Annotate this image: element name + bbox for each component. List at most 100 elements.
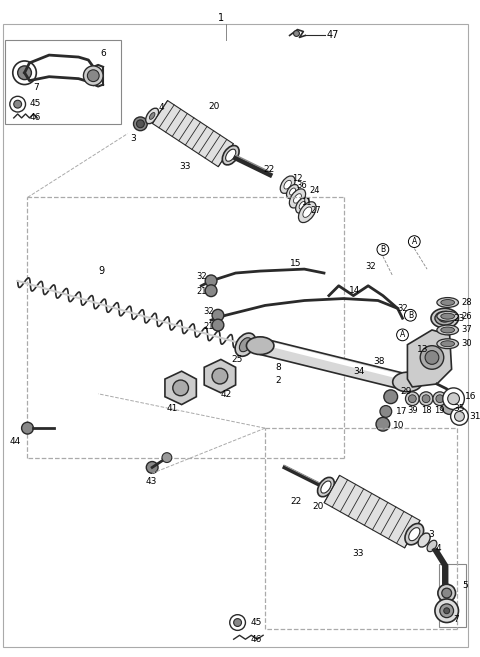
Text: 21: 21: [203, 321, 214, 330]
Text: 41: 41: [167, 404, 178, 413]
Circle shape: [133, 117, 147, 131]
Text: 5: 5: [462, 581, 468, 590]
Text: 13: 13: [417, 345, 429, 354]
Ellipse shape: [146, 108, 159, 124]
Text: 45: 45: [251, 618, 262, 627]
Bar: [439, 564, 467, 627]
Ellipse shape: [289, 188, 296, 195]
Text: 24: 24: [309, 186, 320, 195]
Text: 33: 33: [179, 162, 190, 171]
Bar: [5, 40, 121, 124]
Ellipse shape: [435, 311, 455, 325]
Ellipse shape: [149, 112, 155, 120]
Text: 4: 4: [436, 545, 442, 553]
Circle shape: [376, 417, 390, 431]
Text: 37: 37: [461, 325, 472, 334]
Ellipse shape: [287, 185, 299, 198]
Text: 7: 7: [34, 83, 39, 92]
Text: 6: 6: [100, 49, 106, 58]
Text: 31: 31: [469, 412, 480, 421]
Circle shape: [420, 346, 444, 369]
Text: 32: 32: [397, 304, 408, 313]
Ellipse shape: [284, 180, 291, 189]
Text: 25: 25: [232, 355, 243, 364]
Circle shape: [173, 380, 189, 396]
Text: 22: 22: [290, 497, 302, 507]
Circle shape: [162, 453, 172, 463]
Text: 46: 46: [29, 114, 41, 122]
Circle shape: [440, 604, 454, 618]
Circle shape: [436, 395, 444, 403]
Circle shape: [22, 422, 34, 434]
Text: 1: 1: [218, 12, 224, 23]
Text: 10: 10: [393, 420, 404, 430]
Polygon shape: [153, 101, 233, 167]
Circle shape: [212, 369, 228, 384]
Text: 43: 43: [145, 477, 156, 486]
Circle shape: [384, 390, 397, 403]
Circle shape: [443, 388, 464, 409]
Circle shape: [84, 66, 103, 85]
Circle shape: [435, 599, 458, 623]
Ellipse shape: [280, 176, 295, 193]
Ellipse shape: [437, 325, 458, 335]
Text: 23: 23: [454, 313, 465, 323]
Text: B: B: [408, 311, 413, 320]
Text: 4: 4: [159, 102, 165, 112]
Text: 16: 16: [465, 392, 477, 401]
Ellipse shape: [299, 202, 316, 223]
Text: A: A: [400, 330, 405, 340]
Ellipse shape: [226, 149, 236, 161]
Ellipse shape: [222, 146, 239, 165]
Text: 46: 46: [251, 635, 262, 644]
Ellipse shape: [246, 337, 274, 355]
Text: 7: 7: [454, 615, 459, 624]
Circle shape: [442, 399, 457, 415]
Text: 27: 27: [310, 206, 321, 215]
Circle shape: [438, 584, 456, 602]
Circle shape: [13, 61, 36, 85]
Circle shape: [10, 97, 25, 112]
Circle shape: [442, 588, 452, 598]
Text: 38: 38: [373, 357, 384, 366]
Circle shape: [408, 395, 416, 403]
Text: 20: 20: [208, 102, 220, 110]
Circle shape: [212, 319, 224, 331]
Circle shape: [406, 392, 419, 405]
Ellipse shape: [437, 339, 458, 349]
Ellipse shape: [299, 202, 306, 209]
Circle shape: [18, 66, 31, 79]
Circle shape: [451, 407, 468, 425]
Circle shape: [146, 461, 158, 473]
Circle shape: [87, 70, 99, 81]
Polygon shape: [204, 359, 236, 393]
Text: 3: 3: [131, 134, 136, 143]
Text: 47: 47: [327, 30, 339, 41]
Text: 32: 32: [203, 307, 214, 316]
Text: 30: 30: [461, 339, 472, 348]
Circle shape: [136, 120, 144, 127]
Circle shape: [205, 275, 217, 286]
Text: 32: 32: [365, 261, 376, 271]
Text: 19: 19: [434, 406, 445, 415]
Ellipse shape: [441, 300, 455, 306]
Ellipse shape: [441, 313, 455, 319]
Text: 28: 28: [461, 298, 472, 307]
Text: 44: 44: [10, 438, 21, 446]
Polygon shape: [262, 340, 408, 381]
Text: 11: 11: [301, 198, 312, 207]
Circle shape: [380, 405, 392, 417]
Ellipse shape: [437, 298, 458, 307]
Ellipse shape: [427, 540, 437, 552]
Ellipse shape: [418, 533, 430, 547]
Ellipse shape: [441, 341, 455, 347]
Circle shape: [234, 619, 241, 627]
Circle shape: [14, 101, 22, 108]
Polygon shape: [260, 338, 408, 391]
Ellipse shape: [437, 311, 458, 321]
Circle shape: [444, 608, 450, 614]
Text: 32: 32: [196, 273, 207, 281]
Ellipse shape: [296, 197, 309, 213]
Ellipse shape: [321, 481, 331, 493]
Ellipse shape: [409, 528, 420, 541]
